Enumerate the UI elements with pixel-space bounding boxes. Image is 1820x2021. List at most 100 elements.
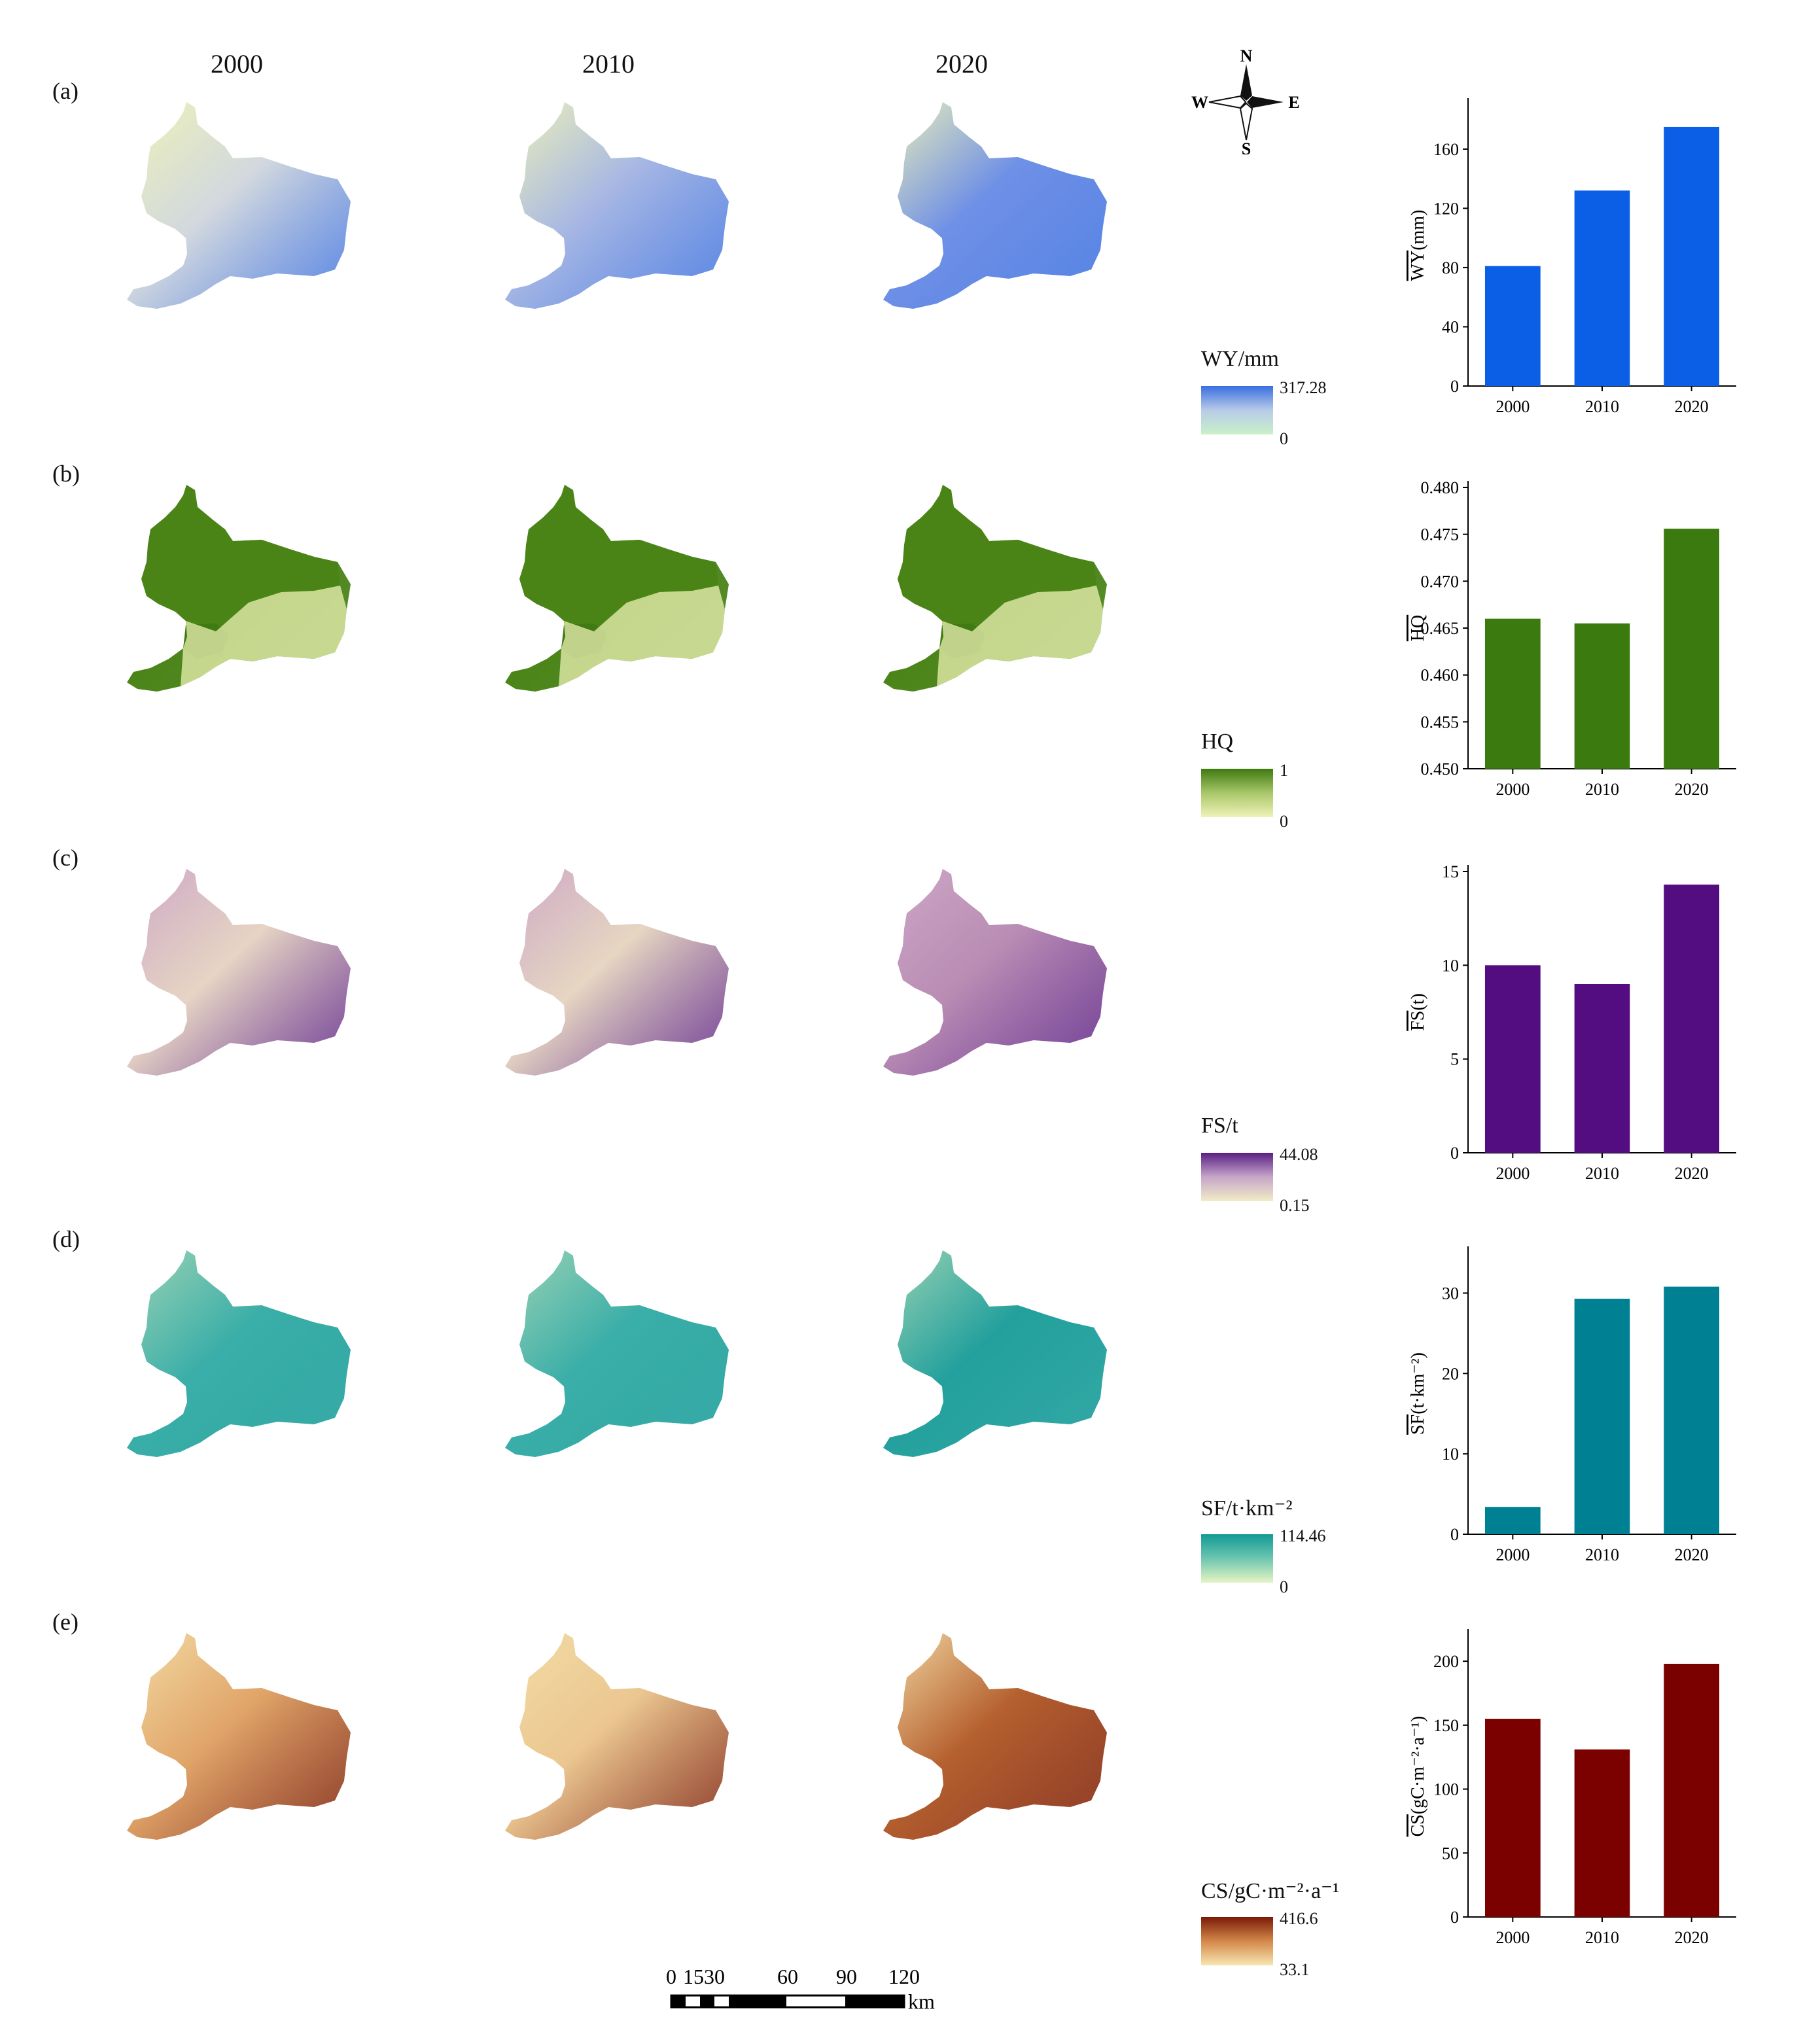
row-label: (e)	[52, 1609, 79, 1635]
map-2010	[505, 869, 729, 1076]
legend-title: FS/t	[1201, 1114, 1238, 1138]
x-tick-label: 2000	[1496, 1545, 1530, 1564]
legend-max: 317.28	[1280, 378, 1327, 397]
y-tick-label: 20	[1442, 1364, 1459, 1383]
year-heading-2000: 2000	[211, 49, 263, 79]
basin-region	[127, 869, 351, 1076]
compass-w-label: W	[1191, 93, 1208, 112]
y-tick-label: 0.470	[1421, 572, 1460, 591]
y-tick-label: 40	[1442, 317, 1459, 336]
y-tick-label: 5	[1450, 1050, 1459, 1069]
bar-chart: 0 40 80 120 160 2000 2010 2020 WY(mm)	[1408, 98, 1736, 416]
x-tick-label: 2000	[1496, 397, 1530, 416]
basin-region	[505, 1250, 729, 1457]
legend-color-ramp	[1201, 769, 1273, 817]
map-2000	[127, 102, 351, 309]
y-tick-label: 15	[1442, 862, 1459, 881]
y-tick-label: 50	[1442, 1844, 1459, 1863]
x-tick-label: 2010	[1585, 1545, 1619, 1564]
y-tick-label: 0	[1450, 1144, 1459, 1163]
y-tick-label: 120	[1433, 199, 1459, 218]
basin-region	[127, 1250, 351, 1457]
legend-max: 114.46	[1280, 1526, 1326, 1545]
map-2020	[883, 1633, 1107, 1840]
compass-s-label: S	[1242, 139, 1251, 154]
bar-chart: 0 5 10 15 2000 2010 2020 FS(t)	[1408, 862, 1736, 1183]
legend-max: 416.6	[1280, 1909, 1318, 1928]
compass-south-arrow	[1239, 102, 1253, 141]
map-2000	[127, 869, 351, 1076]
x-tick-label: 2010	[1585, 780, 1619, 799]
y-tick-label: 0.460	[1421, 666, 1460, 685]
map-2010	[505, 1250, 729, 1457]
bar-2020	[1664, 885, 1720, 1153]
x-tick-label: 2000	[1496, 1928, 1530, 1947]
x-tick-label: 2020	[1675, 1545, 1709, 1564]
x-tick-label: 2000	[1496, 1164, 1530, 1183]
scale-tick-label: 15	[683, 1965, 704, 1988]
bar-2000	[1484, 1507, 1541, 1534]
map-2010	[505, 1633, 729, 1840]
bar-chart: 0.450 0.455 0.460 0.465 0.470 0.475 0.480 2000 2…	[1408, 478, 1736, 799]
y-tick-label: 150	[1433, 1716, 1459, 1735]
legend-color-ramp	[1201, 1534, 1273, 1583]
map-2010	[505, 102, 729, 309]
y-tick-label: 0.465	[1421, 619, 1460, 638]
bar-2010	[1574, 1299, 1630, 1534]
legend-title: SF/t·km⁻²	[1201, 1496, 1293, 1520]
y-tick-label: 0.475	[1421, 525, 1460, 544]
y-tick-label: 0	[1450, 1525, 1459, 1544]
bar-2020	[1664, 1664, 1720, 1917]
y-tick-label: 100	[1433, 1780, 1459, 1799]
scale-tick-label: 120	[888, 1965, 920, 1988]
bar-chart: 0 10 20 30 2000 2010 2020 SF(t·km⁻²)	[1408, 1246, 1736, 1564]
y-tick-label: 30	[1442, 1284, 1459, 1303]
y-axis-label: CS(gC·m⁻²·a⁻¹)	[1408, 1716, 1428, 1837]
row-label: (b)	[52, 461, 80, 487]
y-axis-label: FS(t)	[1408, 993, 1428, 1031]
bar-2020	[1664, 126, 1720, 386]
x-tick-label: 2020	[1675, 397, 1709, 416]
row-label: (a)	[52, 78, 79, 104]
basin-region	[883, 1250, 1107, 1457]
map-2020	[883, 102, 1107, 309]
year-heading-2020: 2020	[936, 49, 988, 79]
legend-min: 0	[1280, 1577, 1288, 1596]
y-tick-label: 0	[1450, 1908, 1459, 1927]
basin-region	[883, 1633, 1107, 1840]
compass-rose-icon: N S W E	[1191, 50, 1300, 154]
legend-min: 0	[1280, 812, 1288, 831]
x-tick-label: 2020	[1675, 780, 1709, 799]
bar-2000	[1484, 1719, 1541, 1917]
basin-region	[883, 102, 1107, 309]
bar-2010	[1574, 190, 1630, 386]
legend-max: 44.08	[1280, 1145, 1318, 1164]
map-2020	[883, 869, 1107, 1076]
legend-min: 0	[1280, 429, 1288, 448]
basin-region	[883, 869, 1107, 1076]
compass-e-label: E	[1288, 93, 1299, 112]
map-2000	[127, 485, 351, 692]
map-2000	[127, 1633, 351, 1840]
bar-2010	[1574, 984, 1630, 1153]
scale-tick-label: 90	[836, 1965, 857, 1988]
x-tick-label: 2000	[1496, 780, 1530, 799]
x-tick-label: 2010	[1585, 1928, 1619, 1947]
y-tick-label: 10	[1442, 1445, 1459, 1464]
y-axis-label: SF(t·km⁻²)	[1408, 1352, 1428, 1435]
bar-2010	[1574, 1749, 1630, 1917]
scale-tick-label: 60	[777, 1965, 798, 1988]
bar-2000	[1484, 965, 1541, 1153]
year-heading-2010: 2010	[582, 49, 635, 79]
basin-region	[127, 1633, 351, 1840]
bar-2010	[1574, 623, 1630, 769]
legend-color-ramp	[1201, 1917, 1273, 1965]
compass-east-arrow	[1247, 96, 1284, 108]
scale-unit: km	[908, 1990, 935, 2013]
y-tick-label: 200	[1433, 1652, 1459, 1671]
legend-color-ramp	[1201, 386, 1273, 434]
bar-chart: 0 50 100 150 200 2000 2010 2020 CS(gC·m⁻²·a⁻¹)	[1408, 1629, 1736, 1947]
row-label: (c)	[52, 845, 79, 871]
legend-min: 33.1	[1280, 1960, 1310, 1979]
x-tick-label: 2020	[1675, 1928, 1709, 1947]
